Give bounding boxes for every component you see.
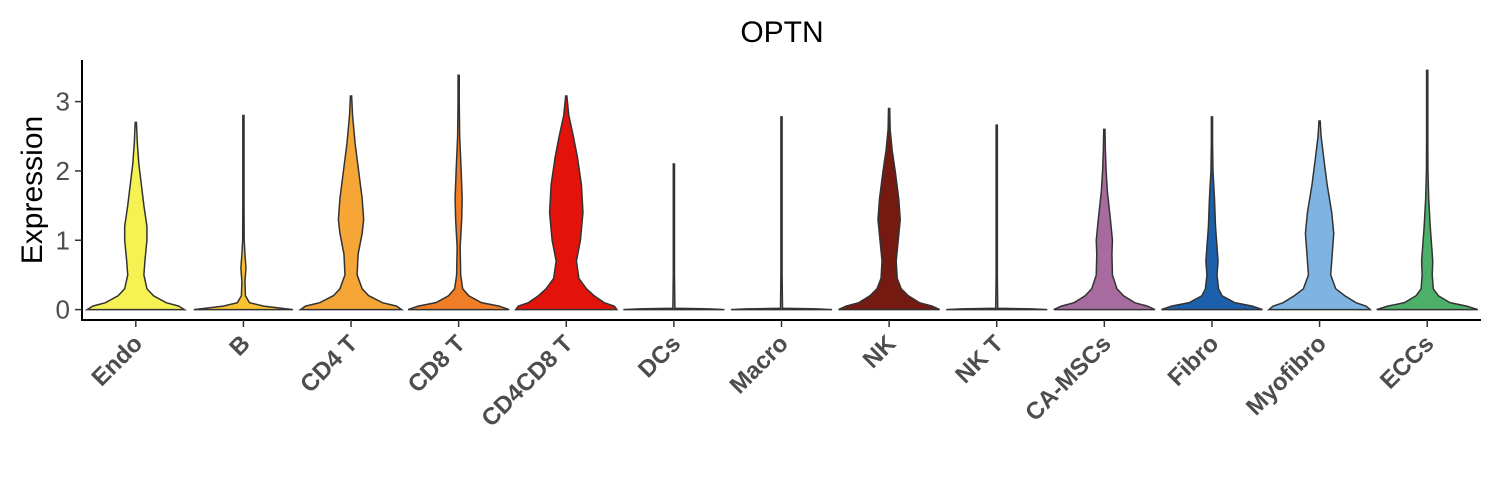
x-tick-label: CA-MSCs [1020, 330, 1116, 426]
violin-endo [84, 121, 187, 311]
x-tick-label: CD4CD8 T [476, 330, 578, 432]
violin-eccs [1376, 69, 1478, 311]
x-tick-label: CD4 T [295, 330, 363, 398]
violin-myofibro [1266, 120, 1373, 311]
y-tick-label: 0 [56, 295, 70, 325]
violin-fibro [1161, 116, 1263, 311]
x-tick-label: NK T [950, 330, 1009, 389]
y-ticks: 0 1 2 3 [56, 87, 82, 325]
violin-nk [838, 107, 941, 311]
violin-b [193, 114, 294, 311]
violin-cd8-t [407, 74, 510, 311]
x-ticks: Endo B CD4 T CD8 T CD4CD8 T DCs Macro NK NK T CA-… [87, 320, 1439, 432]
x-tick-label: Fibro [1163, 330, 1225, 392]
x-tick-label: NK [858, 330, 902, 374]
x-tick-label: CD8 T [403, 330, 471, 398]
y-axis-label: Expression [16, 116, 49, 264]
y-tick-label: 2 [56, 156, 70, 186]
x-tick-label: ECCs [1375, 330, 1439, 394]
x-tick-label: Macro [725, 330, 794, 399]
y-tick-label: 1 [56, 225, 70, 255]
x-tick-label: Endo [87, 330, 149, 392]
violin-nk-t [946, 124, 1048, 311]
chart-title: OPTN [740, 16, 823, 49]
violin-cd4-t [298, 95, 405, 311]
x-tick-label: Myofibro [1241, 330, 1332, 421]
x-tick-label: DCs [633, 330, 686, 383]
y-tick-label: 3 [56, 87, 70, 117]
violin-ca-mscs [1053, 128, 1156, 311]
plot-area [84, 69, 1478, 311]
x-tick-label: B [224, 330, 255, 361]
violin-dcs [623, 163, 725, 311]
violin-cd4cd8-t [514, 95, 619, 311]
violin-macro [730, 116, 833, 311]
